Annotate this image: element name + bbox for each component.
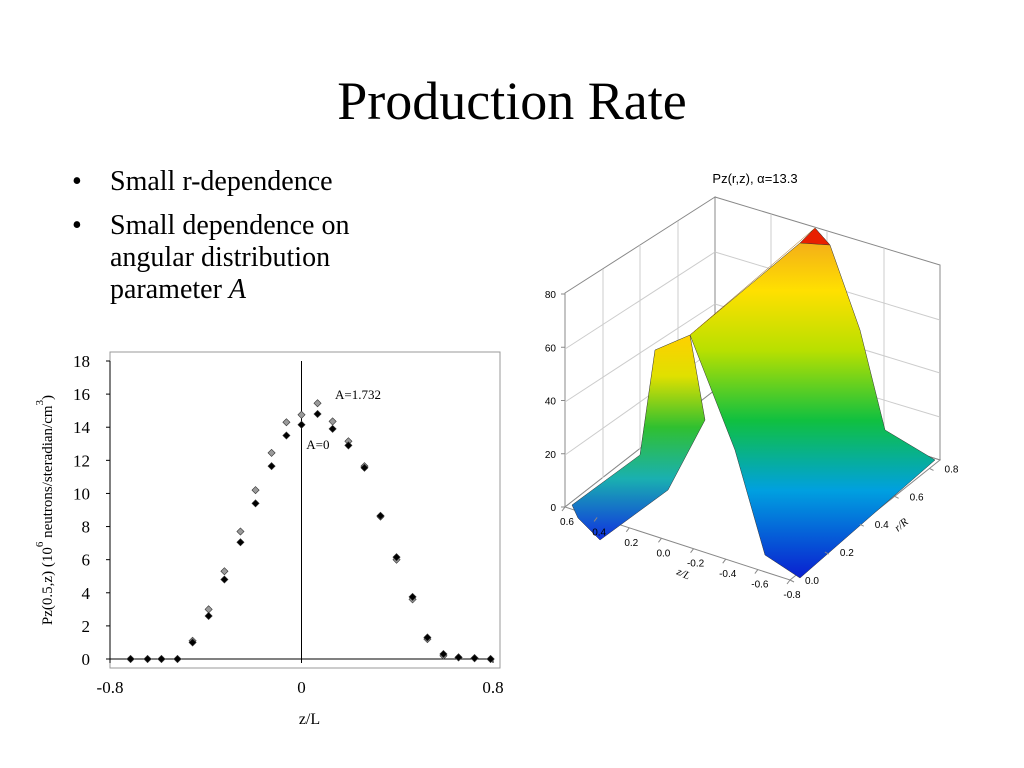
y-tick-label: 4 — [82, 584, 91, 603]
data-point — [236, 538, 245, 547]
y-tick — [859, 523, 864, 527]
z-tick-label: 20 — [545, 450, 557, 461]
data-point — [392, 553, 401, 562]
x-tick-label: -0.8 — [97, 678, 124, 697]
x-tick-label: 0.4 — [592, 527, 606, 538]
data-point — [143, 654, 152, 664]
data-point — [423, 633, 432, 642]
chart-title: Pz(r,z), α=13.3 — [712, 171, 797, 186]
y-axis-label-part: neutrons/steradian/cm — [40, 405, 56, 542]
y-tick — [929, 467, 934, 471]
data-point — [220, 567, 229, 576]
y-tick-label: 0.0 — [805, 576, 819, 587]
y-tick-label: 6 — [82, 551, 91, 570]
bullet-text-italic: A — [228, 274, 247, 305]
x-tick — [786, 579, 791, 585]
y-axis-label: Pz(0.5,z) (106 neutrons/steradian/cm3) — [34, 395, 56, 625]
data-point — [282, 418, 291, 427]
x-tick-label: 0.8 — [482, 678, 503, 697]
y-tick — [789, 579, 795, 583]
data-point — [297, 410, 306, 419]
data-point — [439, 650, 448, 659]
annotation: A=0 — [306, 437, 329, 452]
x-tick-label: -0.2 — [687, 559, 705, 570]
data-point — [220, 575, 229, 584]
x-tick-label: -0.8 — [783, 590, 801, 601]
x-tick-label: 0 — [297, 678, 306, 697]
y-tick — [894, 495, 899, 499]
data-point — [126, 654, 135, 664]
bullet-text: Small dependence on angular distribution… — [110, 210, 350, 305]
y-tick-label: 0.8 — [945, 464, 959, 475]
data-point — [236, 527, 245, 536]
data-point — [313, 409, 322, 419]
bullet: Small r-dependence — [72, 166, 432, 198]
data-point — [344, 441, 353, 450]
y-tick-label: 8 — [82, 518, 91, 537]
data-point — [376, 511, 385, 520]
y-tick-label: 2 — [82, 617, 91, 636]
data-point — [313, 399, 322, 408]
x-tick — [658, 537, 662, 543]
y-axis-label: r/R — [892, 516, 911, 534]
z-tick-label: 60 — [545, 343, 557, 354]
y-tick-label: 12 — [73, 451, 90, 470]
x-tick — [561, 506, 566, 512]
z-tick-label: 80 — [545, 290, 557, 301]
y-axis-label-superscript: 3 — [34, 399, 46, 405]
bullet-text: Small r-dependence — [110, 166, 333, 197]
x-tick-label: -0.6 — [751, 580, 769, 591]
y-tick-label: 0.2 — [840, 548, 854, 559]
y-axis-label-superscript: 6 — [34, 541, 46, 547]
bullet-list: Small r-dependence Small dependence on a… — [72, 166, 432, 318]
z-tick-label: 40 — [545, 397, 557, 408]
data-point — [408, 592, 417, 601]
bullet: Small dependence on angular distribution… — [72, 210, 432, 306]
data-point — [188, 638, 197, 647]
x-tick — [625, 527, 630, 533]
x-tick — [690, 548, 694, 554]
y-tick-label: 18 — [73, 352, 90, 371]
data-point — [282, 431, 291, 440]
x-tick-label: -0.4 — [719, 569, 737, 580]
x-tick — [722, 558, 727, 564]
data-point — [251, 499, 260, 508]
data-point — [297, 420, 306, 429]
slide-title: Production Rate — [337, 71, 687, 131]
y-tick-label: 16 — [73, 385, 90, 404]
data-point — [267, 462, 276, 471]
data-point — [204, 611, 213, 620]
data-point — [251, 486, 260, 495]
data-point — [328, 424, 337, 433]
data-point — [454, 653, 463, 662]
annotation: A=1.732 — [335, 387, 381, 402]
data-point — [157, 654, 166, 664]
x-axis-label: z/L — [299, 711, 320, 728]
z-tick-label: 0 — [550, 503, 556, 514]
x-tick — [754, 569, 759, 574]
y-tick-label: 10 — [73, 484, 90, 503]
data-point — [486, 654, 495, 664]
x-tick-label: 0.0 — [656, 548, 670, 559]
data-point — [173, 654, 182, 664]
data-point — [267, 448, 276, 457]
surface — [571, 227, 936, 579]
x-axis-label: z/L — [674, 565, 692, 582]
y-tick-label: 14 — [73, 418, 91, 437]
y-axis-label-part: ) — [40, 395, 56, 400]
y-tick-label: 0.4 — [875, 520, 889, 531]
y-tick-label: 0.6 — [910, 492, 924, 503]
data-point — [360, 463, 369, 472]
x-tick-label: 0.2 — [624, 538, 638, 549]
x-tick — [593, 517, 598, 522]
y-axis-label-part: Pz(0.5,z) (10 — [40, 547, 56, 625]
x-tick-label: 0.6 — [560, 517, 574, 528]
y-tick-label: 0 — [82, 650, 91, 669]
data-point — [470, 654, 479, 663]
y-tick — [824, 551, 830, 555]
